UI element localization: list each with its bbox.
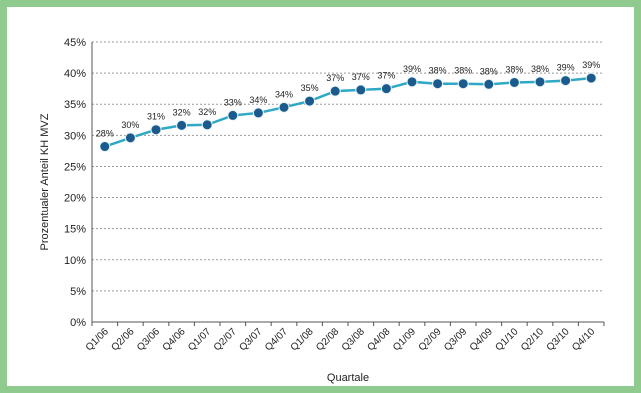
data-label: 28% <box>96 129 114 139</box>
data-label: 38% <box>429 66 447 76</box>
y-tick-label: 0% <box>70 317 86 329</box>
x-tick-label: Q3/07 <box>237 326 264 353</box>
data-label: 38% <box>454 66 472 76</box>
axes <box>91 42 605 326</box>
data-label: 39% <box>403 64 421 74</box>
y-tick-label: 45% <box>64 37 86 49</box>
data-label: 35% <box>301 83 319 93</box>
x-tick-label: Q3/10 <box>545 326 572 353</box>
data-label: 31% <box>147 112 165 122</box>
y-tick-label: 25% <box>64 161 86 173</box>
data-label: 38% <box>505 64 523 74</box>
data-label: 39% <box>557 63 575 73</box>
data-point <box>406 76 418 88</box>
y-tick-label: 40% <box>64 68 86 80</box>
data-label: 34% <box>275 89 293 99</box>
data-point <box>380 83 392 95</box>
data-point <box>176 119 188 131</box>
y-tick-label: 15% <box>64 224 86 236</box>
y-tick-label: 20% <box>64 193 86 205</box>
data-point <box>534 76 546 88</box>
x-tick-label: Q4/06 <box>161 326 188 353</box>
x-tick-label: Q4/09 <box>468 326 495 353</box>
x-tick-label: Q1/10 <box>493 326 520 353</box>
x-tick-label: Q1/07 <box>186 326 213 353</box>
y-tick-label: 30% <box>64 130 86 142</box>
data-point <box>329 85 341 97</box>
data-label: 37% <box>352 72 370 82</box>
data-point <box>252 107 264 119</box>
x-tick-label: Q4/07 <box>263 326 290 353</box>
data-label: 37% <box>326 73 344 83</box>
y-tick-label: 5% <box>70 286 86 298</box>
data-label: 37% <box>377 71 395 81</box>
data-point <box>508 76 520 88</box>
y-tick-label: 10% <box>64 255 86 267</box>
data-point <box>585 72 597 84</box>
data-point <box>304 95 316 107</box>
data-label: 39% <box>582 60 600 70</box>
data-point <box>99 141 111 153</box>
x-tick-label: Q2/10 <box>519 326 546 353</box>
x-tick-label: Q4/08 <box>365 326 392 353</box>
x-tick-label: Q1/06 <box>84 326 111 353</box>
data-point <box>124 132 136 144</box>
x-tick-label: Q1/08 <box>289 326 316 353</box>
data-point <box>560 75 572 87</box>
data-label: 30% <box>121 120 139 130</box>
y-axis-title: Prozentualer Anteil KH MVZ <box>39 113 51 250</box>
x-tick-labels: Q1/06Q2/06Q3/06Q4/06Q1/07Q2/07Q3/07Q4/07… <box>84 326 598 353</box>
x-tick-label: Q3/06 <box>135 326 162 353</box>
x-tick-label: Q2/08 <box>314 326 341 353</box>
series-line <box>99 72 597 153</box>
x-tick-label: Q4/10 <box>570 326 597 353</box>
x-tick-label: Q2/07 <box>212 326 239 353</box>
x-axis-title: Quartale <box>327 372 369 384</box>
data-label: 34% <box>249 95 267 105</box>
data-point <box>201 119 213 131</box>
data-point <box>457 78 469 90</box>
x-tick-label: Q3/09 <box>442 326 469 353</box>
data-label: 32% <box>173 107 191 117</box>
data-point <box>483 78 495 90</box>
data-label: 33% <box>224 97 242 107</box>
x-tick-label: Q2/06 <box>109 326 136 353</box>
data-point <box>432 78 444 90</box>
data-label: 38% <box>480 66 498 76</box>
x-tick-label: Q1/09 <box>391 326 418 353</box>
data-point <box>355 84 367 96</box>
x-tick-label: Q2/09 <box>417 326 444 353</box>
y-tick-label: 35% <box>64 99 86 111</box>
data-point <box>227 109 239 121</box>
gridlines <box>92 41 604 292</box>
x-tick-label: Q3/08 <box>340 326 367 353</box>
data-label: 32% <box>198 107 216 117</box>
data-labels: 28% 30% 31% 32% 32% 33% 34% 34% 35% 37% 37% 37% 39% 3… <box>96 60 600 138</box>
data-point <box>278 101 290 113</box>
y-tick-labels: 0% 5% 10% 15% 20% 25% 30% 35% 40% 45% <box>64 37 86 329</box>
data-label: 38% <box>531 64 549 74</box>
data-point <box>150 124 162 136</box>
